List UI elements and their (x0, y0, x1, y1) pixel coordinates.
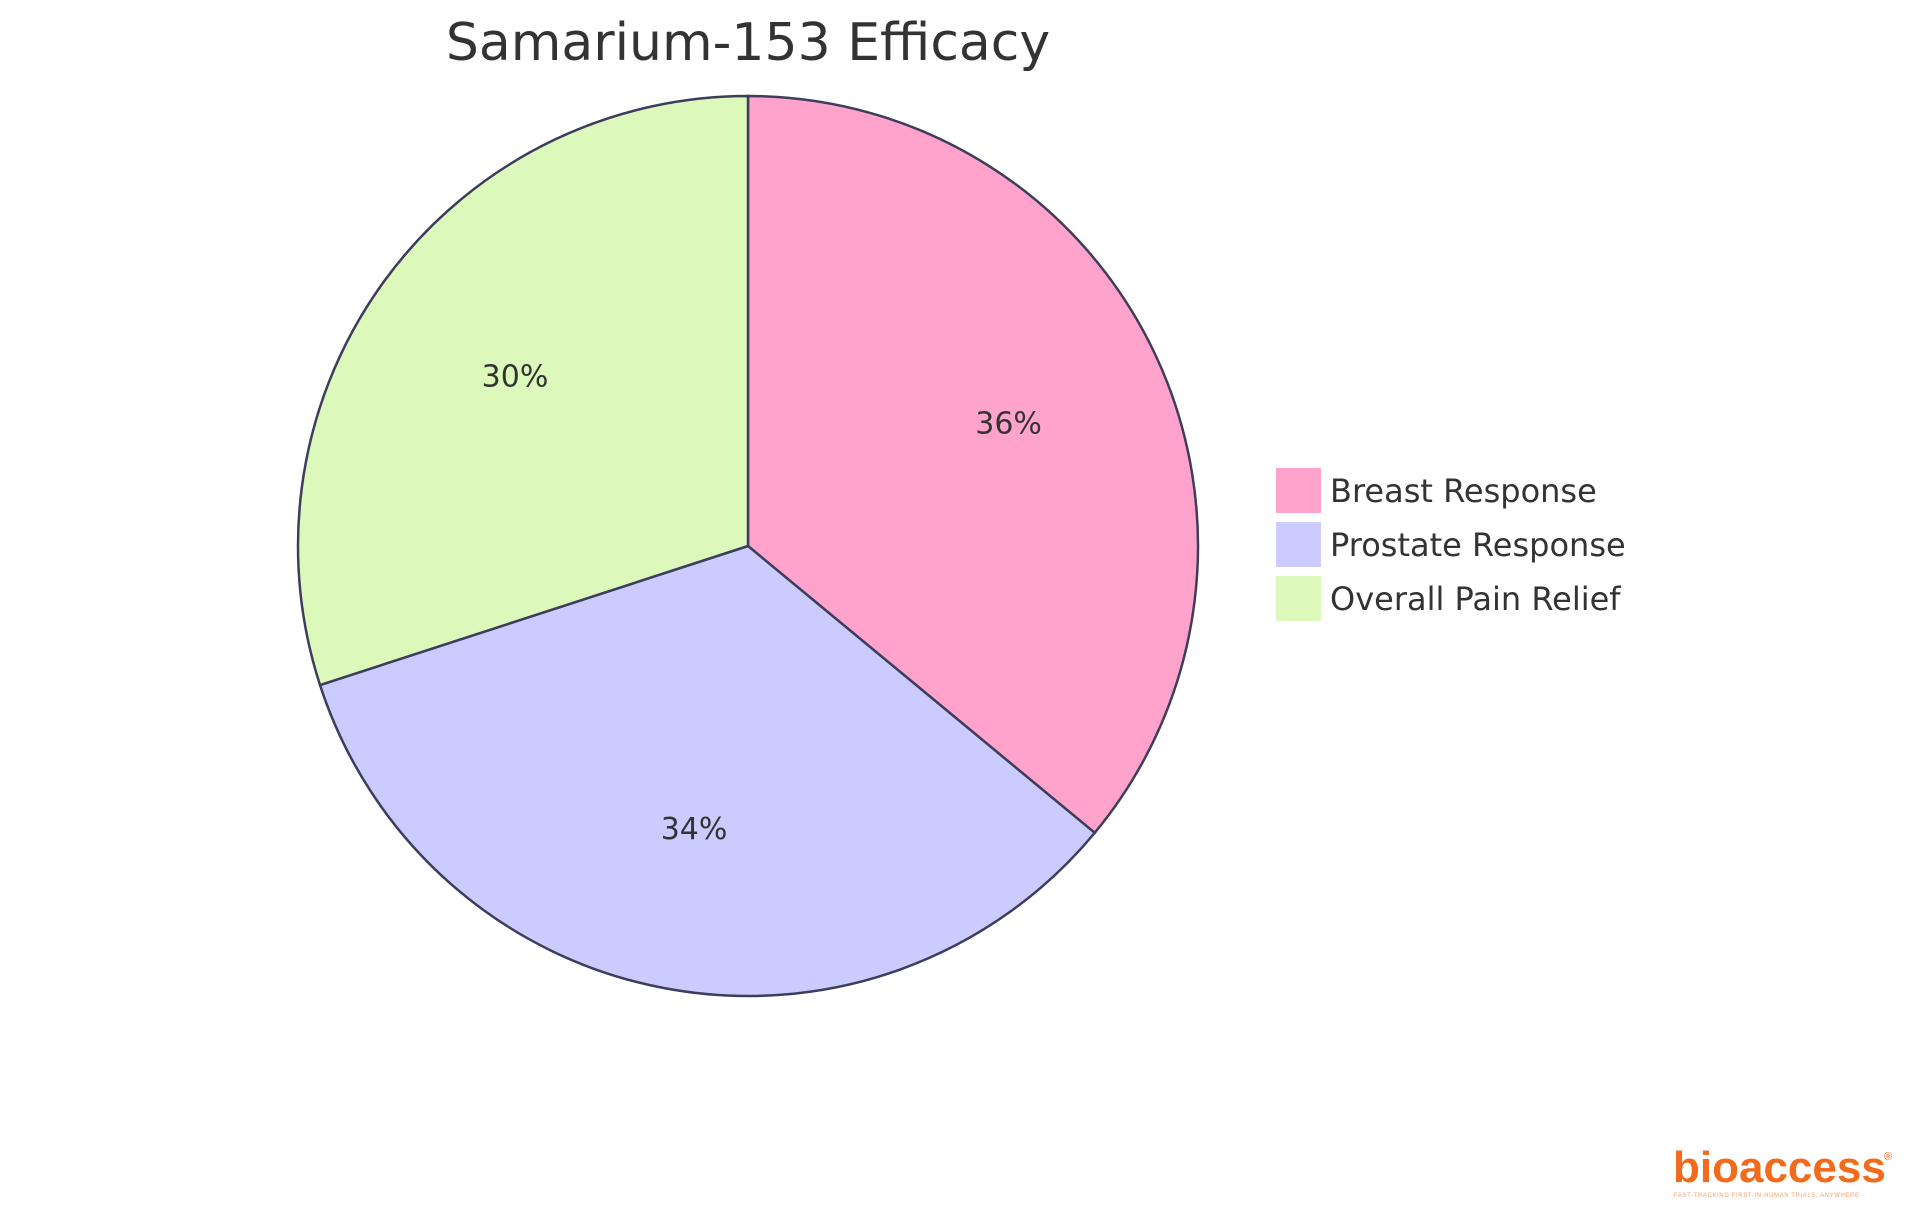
legend-label-prostate-response: Prostate Response (1330, 526, 1626, 564)
logo-tagline: FAST-TRACKING FIRST-IN-HUMAN TRIALS, ANY… (1674, 1193, 1860, 1199)
slice-label-breast-response: 36% (975, 406, 1042, 441)
pie-slice-overall-pain-relief (296, 94, 750, 687)
chart-title: Samarium-153 Efficacy (446, 13, 1050, 73)
legend-label-overall-pain-relief: Overall Pain Relief (1330, 580, 1621, 618)
bioaccess-logo: bioaccess ® FAST-TRACKING FIRST-IN-HUMAN… (1673, 1143, 1892, 1199)
logo-wordmark: bioaccess (1673, 1143, 1886, 1192)
legend-swatch-overall-pain-relief (1276, 576, 1321, 621)
legend-swatch-breast-response (1276, 468, 1321, 513)
pie-slice-labels: 36% 34% 30% (482, 360, 1042, 847)
slice-label-overall-pain-relief: 30% (482, 360, 549, 395)
slice-label-prostate-response: 34% (661, 812, 728, 847)
legend: Breast Response Prostate Response Overall … (1276, 468, 1626, 621)
pie-slice-breast-response (746, 94, 1200, 835)
logo-registered-mark: ® (1884, 1151, 1892, 1163)
pie-slices (296, 94, 1200, 998)
legend-label-breast-response: Breast Response (1330, 472, 1597, 510)
pie-slice-prostate-response (318, 544, 1097, 998)
legend-swatch-prostate-response (1276, 522, 1321, 567)
